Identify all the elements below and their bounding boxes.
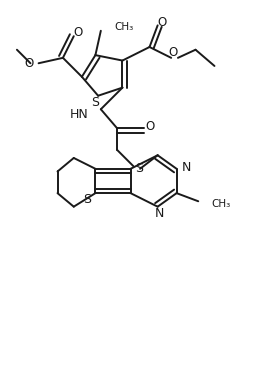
Text: CH₃: CH₃ — [212, 199, 231, 209]
Text: N: N — [181, 161, 191, 174]
Text: HN: HN — [70, 108, 89, 121]
Text: S: S — [91, 96, 99, 109]
Text: S: S — [135, 162, 143, 175]
Text: O: O — [157, 16, 166, 29]
Text: O: O — [73, 26, 82, 39]
Text: O: O — [145, 120, 154, 133]
Text: N: N — [154, 207, 164, 220]
Text: O: O — [168, 46, 177, 59]
Text: S: S — [83, 193, 91, 207]
Text: CH₃: CH₃ — [114, 22, 134, 32]
Text: O: O — [24, 57, 34, 70]
